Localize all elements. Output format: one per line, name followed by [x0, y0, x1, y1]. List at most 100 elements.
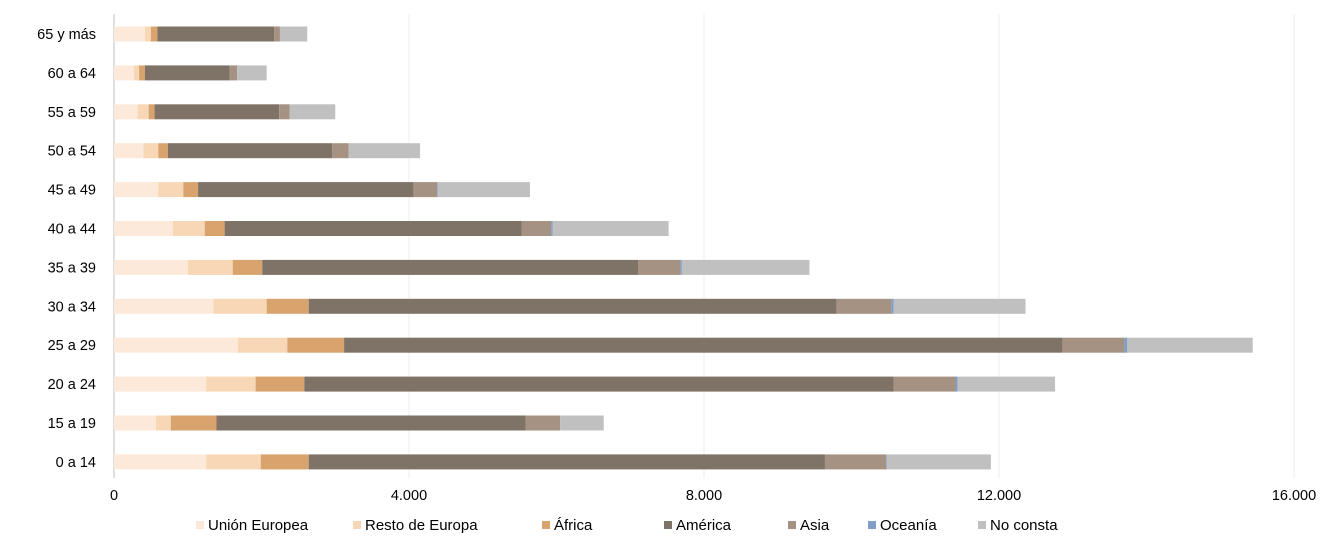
bar-segment [260, 454, 309, 470]
bar-segment [114, 259, 188, 275]
bar-segment [552, 221, 669, 236]
bar-segment [638, 259, 681, 275]
legend-label: Oceanía [880, 517, 937, 533]
bar-segment [187, 259, 233, 275]
x-tick-label: 16.000 [1272, 488, 1316, 504]
bar-segment [348, 143, 421, 159]
bar-segment [344, 337, 1063, 353]
bar-segment [229, 65, 238, 81]
bar-segment [560, 415, 604, 431]
bar-segment [886, 454, 887, 470]
legend-label: No consta [990, 517, 1058, 533]
bar-segment [170, 415, 217, 431]
bar-segment [957, 376, 1056, 392]
category-label: 50 a 54 [48, 144, 96, 160]
bars [114, 26, 1253, 470]
bar-segment [274, 26, 280, 42]
bar-segment [114, 65, 134, 81]
bar-segment [289, 104, 336, 120]
legend-label: Resto de Europa [365, 517, 478, 533]
bar-segment [525, 415, 561, 431]
bar-segment [157, 26, 275, 42]
bar-segment [332, 143, 349, 159]
bar-segment [206, 376, 256, 392]
bar-segment [173, 221, 205, 236]
bar-segment [114, 376, 207, 392]
bar-segment [114, 104, 138, 120]
bar-segment [183, 182, 199, 198]
legend-swatch [196, 521, 204, 529]
category-label: 60 a 64 [48, 66, 96, 82]
category-label: 65 y más [37, 27, 96, 43]
bar-segment [437, 182, 530, 198]
bar-segment [836, 298, 892, 314]
bar-segment [232, 259, 263, 275]
legend-swatch [868, 521, 876, 529]
bar-segment [308, 298, 837, 314]
bar-segment [266, 298, 309, 314]
bar-segment [886, 454, 991, 470]
category-label: 15 a 19 [48, 416, 96, 432]
bar-segment [521, 221, 552, 236]
category-label: 25 a 29 [48, 338, 96, 354]
category-label: 40 a 44 [48, 222, 96, 238]
bar-segment [114, 337, 238, 353]
legend: Unión Europea Resto de Europa África Améric… [196, 517, 1058, 534]
bar-segment [304, 376, 894, 392]
bar-segment [150, 26, 158, 42]
bar-segment [413, 182, 438, 198]
bar-segment [198, 182, 414, 198]
bar-segment [158, 143, 168, 159]
bar-segment [237, 337, 288, 353]
bar-segment [114, 221, 173, 236]
legend-swatch [353, 521, 361, 529]
bar-segment [143, 143, 159, 159]
bar-segment [1124, 337, 1128, 353]
gridlines [408, 14, 1295, 478]
bar-segment [204, 221, 225, 236]
bar-segment [681, 259, 810, 275]
bar-segment [955, 376, 958, 392]
bar-segment [287, 337, 345, 353]
bar-segment [114, 454, 207, 470]
bar-segment [262, 259, 639, 275]
x-tick-label: 0 [110, 488, 118, 504]
bar-segment [206, 454, 261, 470]
category-label: 30 a 34 [48, 299, 96, 315]
bar-segment [144, 26, 151, 42]
bar-segment [237, 65, 267, 81]
bar-segment [680, 259, 682, 275]
bar-segment [154, 104, 280, 120]
bar-segment [224, 221, 522, 236]
bar-segment [144, 65, 230, 81]
bar-segment [255, 376, 305, 392]
legend-swatch [664, 521, 672, 529]
legend-label: Asia [800, 517, 830, 533]
legend-swatch [542, 521, 550, 529]
bar-segment [824, 454, 887, 470]
category-label: 20 a 24 [48, 377, 96, 393]
bar-segment [114, 182, 159, 198]
bar-segment [148, 104, 155, 120]
x-tick-label: 12.000 [977, 488, 1021, 504]
bar-segment [167, 143, 333, 159]
bar-segment [139, 65, 145, 81]
bar-segment [213, 298, 267, 314]
bar-segment [114, 143, 144, 159]
bar-segment [308, 454, 825, 470]
bar-segment [114, 26, 145, 42]
legend-label: África [554, 517, 593, 533]
category-label: 35 a 39 [48, 260, 96, 276]
category-label: 0 a 14 [56, 455, 96, 471]
category-label: 45 a 49 [48, 183, 96, 199]
legend-label: América [676, 517, 732, 533]
x-tick-label: 8.000 [686, 488, 722, 504]
bar-segment [891, 298, 894, 314]
bar-segment [893, 298, 1026, 314]
x-tick-label: 4.000 [391, 488, 427, 504]
legend-label: Unión Europea [208, 517, 309, 533]
bar-segment [1062, 337, 1125, 353]
bar-segment [133, 65, 140, 81]
